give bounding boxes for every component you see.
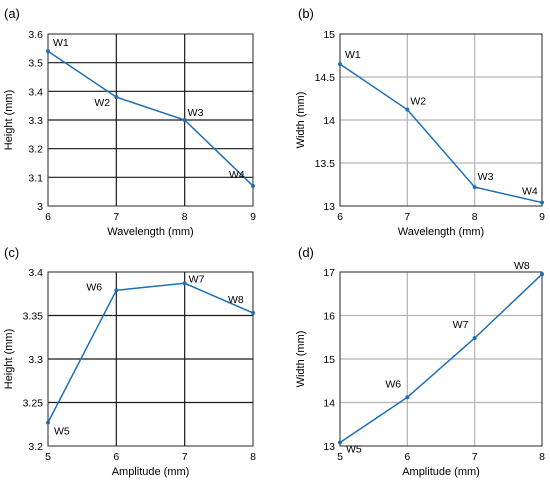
data-point (251, 310, 255, 315)
data-point (540, 200, 544, 205)
x-tick-label: 7 (404, 211, 410, 223)
y-tick-label: 3.3 (28, 115, 43, 127)
y-tick-label: 14 (323, 398, 335, 410)
data-label: W7 (189, 273, 205, 285)
data-point (405, 107, 410, 112)
y-tick-label: 13.5 (315, 158, 336, 170)
series-line (47, 282, 254, 423)
data-label: W6 (385, 378, 401, 390)
series-line (47, 50, 254, 187)
y-tick-label: 3.2 (28, 441, 43, 453)
y-tick-label: 15 (323, 354, 335, 366)
x-tick-label: 6 (404, 451, 410, 463)
axes-frame (339, 271, 543, 447)
data-label: W3 (478, 171, 494, 183)
y-tick-label: 3.5 (28, 58, 43, 70)
data-label: W5 (54, 426, 70, 438)
data-point (251, 183, 255, 188)
data-point (182, 281, 187, 286)
series-line (339, 63, 543, 204)
data-label: W3 (188, 107, 204, 119)
x-tick-label: 7 (182, 451, 188, 463)
data-label: W1 (345, 49, 361, 61)
y-axis-label: Height (mm) (3, 329, 15, 390)
data-label: W7 (453, 319, 469, 331)
data-point (114, 95, 119, 100)
x-tick-label: 9 (539, 211, 545, 223)
y-tick-label: 3.4 (28, 267, 43, 279)
y-tick-label: 3.3 (28, 354, 43, 366)
data-point (46, 420, 50, 425)
chart-panel-1: (a) 6 7 8 9 3 3.1 3.2 3.3 3.4 3.5 3.6 Wavelength (mm… (3, 6, 256, 238)
x-tick-label: 8 (250, 451, 256, 463)
data-point (472, 185, 477, 190)
x-tick-label: 6 (337, 211, 343, 223)
y-tick-label: 3.4 (28, 86, 43, 98)
data-label: W1 (53, 37, 69, 49)
y-tick-label: 3.2 (28, 144, 43, 156)
x-axis-label: Wavelength (mm) (398, 226, 484, 238)
data-label: W5 (346, 444, 362, 456)
data-point (46, 49, 50, 54)
x-axis-label: Wavelength (mm) (107, 226, 193, 238)
data-point (182, 118, 187, 122)
y-tick-label: 16 (323, 311, 335, 323)
x-tick-label: 6 (113, 451, 119, 463)
y-tick-label: 13 (323, 201, 335, 213)
y-tick-label: 14.5 (315, 72, 336, 84)
x-tick-label: 6 (45, 211, 51, 223)
panel-letter: (b) (298, 6, 314, 21)
chart-panel-4: (d) 5 6 7 8 13 14 15 16 17 Amplitude (mm) Width (mm… (295, 245, 545, 478)
data-point (338, 440, 342, 445)
x-tick-label: 7 (472, 451, 478, 463)
y-tick-label: 3.1 (28, 172, 43, 184)
chart-panel-3: (c) 5 6 7 8 3.2 3.25 3.3 3.35 3.4 Amplitude (mm) He… (3, 245, 256, 478)
axes-frame (339, 33, 543, 207)
x-tick-label: 8 (472, 211, 478, 223)
y-tick-label: 3.6 (28, 29, 43, 41)
y-tick-label: 15 (323, 29, 335, 41)
x-tick-label: 5 (45, 451, 51, 463)
panel-letter: (a) (4, 6, 20, 21)
y-axis-label: Height (mm) (3, 90, 15, 151)
y-tick-label: 13 (323, 441, 335, 453)
data-label: W8 (228, 294, 244, 306)
x-tick-label: 5 (337, 451, 343, 463)
data-label: W4 (229, 169, 245, 181)
chart-panel-2: (b) 6 7 8 9 13 13.5 14 14.5 15 Wavelength (mm) Widt… (295, 6, 545, 238)
data-point (338, 62, 342, 67)
panel-letter: (d) (298, 245, 314, 260)
y-tick-label: 3 (37, 201, 43, 213)
y-axis-label: Width (mm) (295, 92, 307, 149)
y-tick-label: 3.35 (23, 311, 44, 323)
x-tick-label: 9 (250, 211, 256, 223)
data-label: W4 (522, 186, 538, 198)
x-tick-label: 7 (113, 211, 119, 223)
x-axis-label: Amplitude (mm) (402, 466, 480, 478)
data-point (405, 395, 410, 400)
data-label: W2 (410, 96, 426, 108)
axes-frame (47, 271, 254, 447)
panel-letter: (c) (4, 245, 19, 260)
x-axis-label: Amplitude (mm) (112, 466, 190, 478)
y-axis-label: Width (mm) (295, 331, 307, 388)
axes-frame (47, 33, 254, 207)
x-tick-label: 8 (539, 451, 545, 463)
y-tick-label: 3.25 (23, 398, 44, 410)
data-label: W6 (86, 281, 102, 293)
x-tick-label: 8 (182, 211, 188, 223)
data-label: W2 (94, 97, 110, 109)
y-tick-label: 17 (323, 267, 335, 279)
series-line (339, 273, 543, 444)
data-point (540, 272, 544, 277)
data-point (114, 288, 119, 293)
y-tick-label: 14 (323, 115, 335, 127)
data-point (472, 336, 477, 341)
data-label: W8 (514, 260, 530, 272)
